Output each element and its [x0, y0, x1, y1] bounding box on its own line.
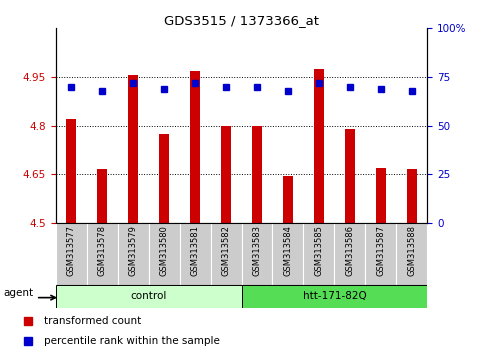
Bar — [149, 223, 180, 285]
Bar — [242, 285, 427, 308]
Bar — [66, 119, 76, 223]
Text: htt-171-82Q: htt-171-82Q — [303, 291, 366, 302]
Bar — [252, 126, 262, 223]
Text: GSM313578: GSM313578 — [98, 225, 107, 276]
Bar — [272, 223, 303, 285]
Text: GSM313580: GSM313580 — [159, 225, 169, 276]
Title: GDS3515 / 1373366_at: GDS3515 / 1373366_at — [164, 14, 319, 27]
Bar — [283, 176, 293, 223]
Text: GSM313583: GSM313583 — [253, 225, 261, 276]
Bar — [211, 223, 242, 285]
Text: GSM313585: GSM313585 — [314, 225, 324, 276]
Bar — [180, 223, 211, 285]
Text: GSM313579: GSM313579 — [128, 225, 138, 276]
Bar — [158, 134, 170, 223]
Bar — [56, 223, 86, 285]
Text: GSM313588: GSM313588 — [408, 225, 416, 276]
Bar — [303, 223, 334, 285]
Bar — [86, 223, 117, 285]
Bar — [190, 70, 200, 223]
Text: control: control — [130, 291, 167, 302]
Bar — [128, 75, 139, 223]
Bar — [376, 168, 386, 223]
Text: GSM313582: GSM313582 — [222, 225, 230, 276]
Text: GSM313584: GSM313584 — [284, 225, 293, 276]
Bar — [117, 223, 149, 285]
Bar — [366, 223, 397, 285]
Bar — [407, 170, 417, 223]
Bar — [397, 223, 427, 285]
Text: transformed count: transformed count — [44, 316, 142, 326]
Text: GSM313587: GSM313587 — [376, 225, 385, 276]
Bar — [242, 223, 272, 285]
Text: agent: agent — [3, 288, 33, 298]
Text: GSM313581: GSM313581 — [190, 225, 199, 276]
Bar — [313, 69, 325, 223]
Bar — [56, 285, 242, 308]
Bar — [334, 223, 366, 285]
Text: GSM313577: GSM313577 — [67, 225, 75, 276]
Bar — [344, 129, 355, 223]
Bar — [221, 126, 231, 223]
Bar — [97, 170, 107, 223]
Text: percentile rank within the sample: percentile rank within the sample — [44, 336, 220, 346]
Text: GSM313586: GSM313586 — [345, 225, 355, 276]
